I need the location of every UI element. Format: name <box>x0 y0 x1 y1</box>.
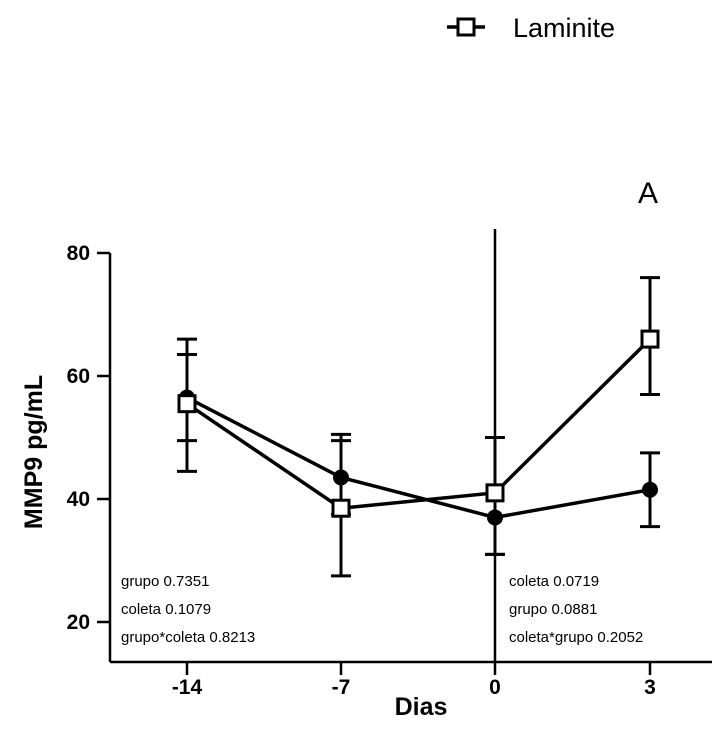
y-axis-title: MMP9 pg/mL <box>20 375 48 529</box>
x-tick-label: 0 <box>489 676 501 699</box>
stats-right-line-2: grupo 0.0881 <box>509 601 597 618</box>
series-layer <box>177 276 660 578</box>
x-tick-label: 3 <box>644 676 656 699</box>
series-open-square <box>177 276 660 578</box>
stats-left-line-1: grupo 0.7351 <box>121 573 209 590</box>
x-tick-label: -7 <box>332 676 351 699</box>
data-point <box>177 394 197 414</box>
series-line <box>186 337 652 511</box>
y-tick-label: 80 <box>67 242 90 265</box>
axes: 20 40 60 80 -14 -7 0 3 <box>67 229 712 699</box>
data-point <box>331 498 351 518</box>
stats-right-line-3: coleta*grupo 0.2052 <box>509 629 643 646</box>
stats-left-line-2: coleta 0.1079 <box>121 601 211 618</box>
series-filled-circle <box>177 352 660 556</box>
panel-letter: A <box>638 177 658 210</box>
legend: Laminite <box>447 13 615 43</box>
y-tick-label: 60 <box>67 365 90 388</box>
x-tick-label: -14 <box>172 676 203 699</box>
stats-right-line-1: coleta 0.0719 <box>509 573 599 590</box>
stats-right: coleta 0.0719 grupo 0.0881 coleta*grupo … <box>509 573 643 646</box>
y-tick-label: 20 <box>67 611 90 634</box>
data-point <box>642 481 658 498</box>
data-point <box>485 483 505 503</box>
y-tick-label: 40 <box>67 488 90 511</box>
stats-left-line-3: grupo*coleta 0.8213 <box>121 629 255 646</box>
x-axis-title: Dias <box>395 693 448 721</box>
legend-label-laminite: Laminite <box>513 13 615 43</box>
stats-left: grupo 0.7351 coleta 0.1079 grupo*coleta … <box>121 573 255 646</box>
data-point <box>640 329 660 349</box>
series-line <box>186 395 651 520</box>
legend-marker-laminite <box>447 17 485 37</box>
